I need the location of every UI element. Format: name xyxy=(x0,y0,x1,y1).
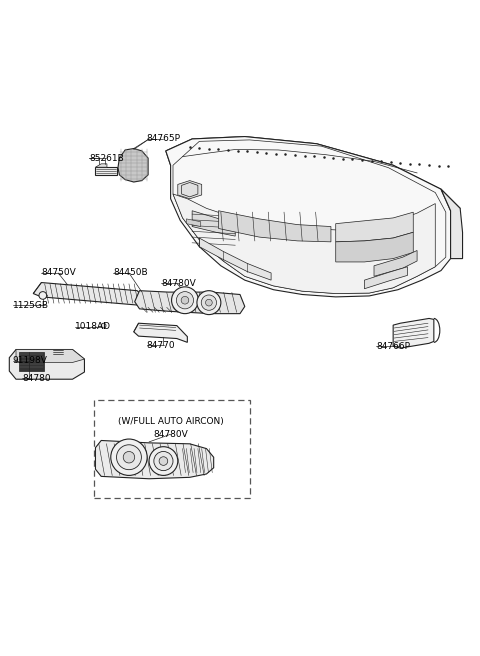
Text: 84780V: 84780V xyxy=(161,279,196,288)
Circle shape xyxy=(171,287,198,314)
Polygon shape xyxy=(173,194,435,293)
Text: 84766P: 84766P xyxy=(376,342,410,351)
Polygon shape xyxy=(166,136,460,211)
Polygon shape xyxy=(33,283,147,305)
Circle shape xyxy=(101,323,106,328)
Circle shape xyxy=(111,439,147,476)
Polygon shape xyxy=(96,440,214,479)
Polygon shape xyxy=(199,238,271,280)
Circle shape xyxy=(197,291,221,315)
Polygon shape xyxy=(336,232,413,262)
Circle shape xyxy=(205,299,212,306)
Polygon shape xyxy=(336,212,413,242)
Circle shape xyxy=(201,295,216,310)
Polygon shape xyxy=(96,167,117,175)
Polygon shape xyxy=(96,164,107,167)
Text: 84780V: 84780V xyxy=(153,430,188,439)
Polygon shape xyxy=(186,219,201,226)
Polygon shape xyxy=(134,323,187,342)
Circle shape xyxy=(154,451,173,470)
Polygon shape xyxy=(118,148,148,182)
Polygon shape xyxy=(192,211,235,236)
Text: 91198V: 91198V xyxy=(12,356,48,365)
Polygon shape xyxy=(135,291,245,314)
Circle shape xyxy=(176,292,193,309)
Text: 85261B: 85261B xyxy=(89,154,124,163)
Polygon shape xyxy=(441,189,463,258)
Polygon shape xyxy=(19,352,44,371)
Text: 1125GB: 1125GB xyxy=(12,300,48,310)
Circle shape xyxy=(39,292,47,299)
Polygon shape xyxy=(218,211,331,242)
Polygon shape xyxy=(393,318,434,348)
Circle shape xyxy=(181,297,189,304)
Circle shape xyxy=(149,447,178,476)
Text: 1018AD: 1018AD xyxy=(75,322,111,331)
Polygon shape xyxy=(374,251,417,276)
Circle shape xyxy=(117,445,142,470)
Text: 84765P: 84765P xyxy=(147,134,180,144)
Text: 84780: 84780 xyxy=(22,374,51,382)
Polygon shape xyxy=(16,350,84,363)
Circle shape xyxy=(123,451,135,463)
Polygon shape xyxy=(178,180,202,199)
Circle shape xyxy=(159,457,168,465)
Polygon shape xyxy=(364,267,408,289)
Text: 84450B: 84450B xyxy=(113,268,148,277)
Text: 84770: 84770 xyxy=(147,340,175,350)
Polygon shape xyxy=(9,350,84,379)
Polygon shape xyxy=(166,136,451,297)
Text: 84750V: 84750V xyxy=(41,268,76,277)
Text: (W/FULL AUTO AIRCON): (W/FULL AUTO AIRCON) xyxy=(118,417,224,426)
Bar xyxy=(94,400,250,498)
